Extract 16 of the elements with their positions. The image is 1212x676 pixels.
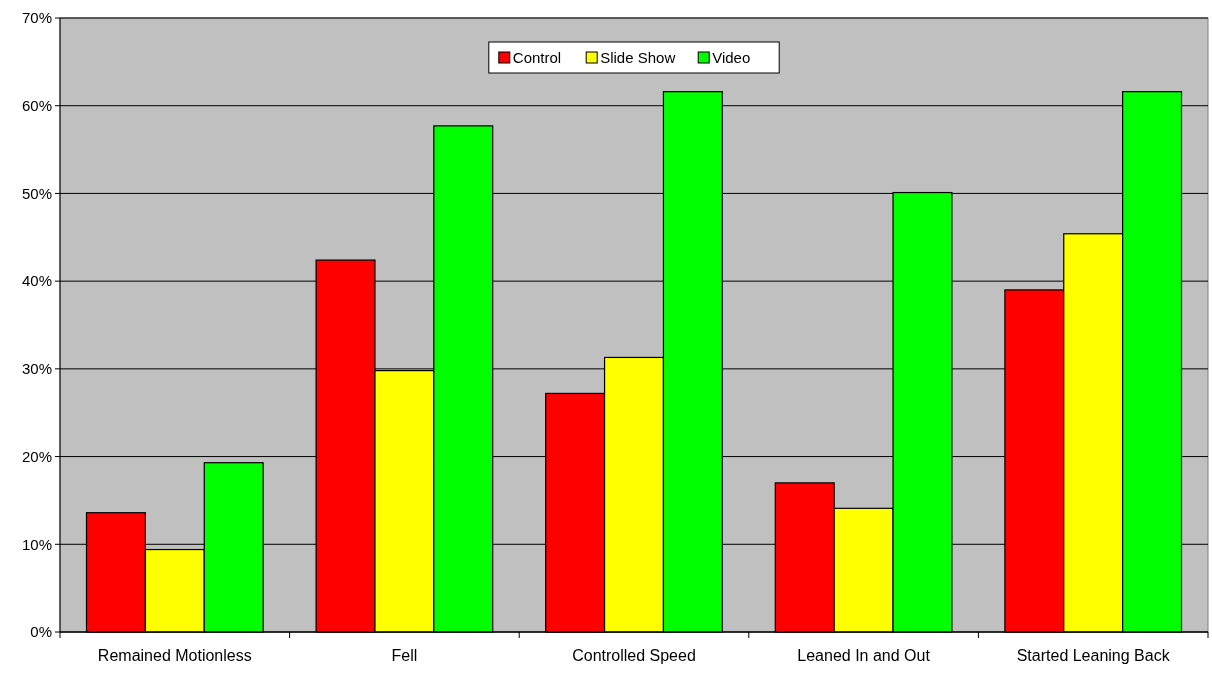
x-tick-label: Remained Motionless: [97, 647, 252, 664]
y-tick-label: 70%: [21, 9, 52, 27]
y-tick-label: 40%: [21, 272, 52, 290]
y-tick-label: 0%: [30, 623, 52, 641]
x-tick-label: Started Leaning Back: [1016, 647, 1171, 664]
y-tick-label: 50%: [21, 184, 52, 202]
y-tick-label: 60%: [21, 96, 52, 114]
y-tick-label: 30%: [21, 360, 52, 378]
y-tick-label: 20%: [21, 447, 52, 465]
legend-label: Control: [512, 49, 562, 67]
legend-label: Slide Show: [600, 49, 676, 67]
legend-label: Video: [712, 49, 751, 67]
x-tick-label: Controlled Speed: [572, 647, 696, 664]
y-tick-label: 10%: [21, 535, 52, 553]
x-tick-label: Leaned In and Out: [797, 647, 931, 664]
x-tick-label: Fell: [391, 647, 418, 664]
